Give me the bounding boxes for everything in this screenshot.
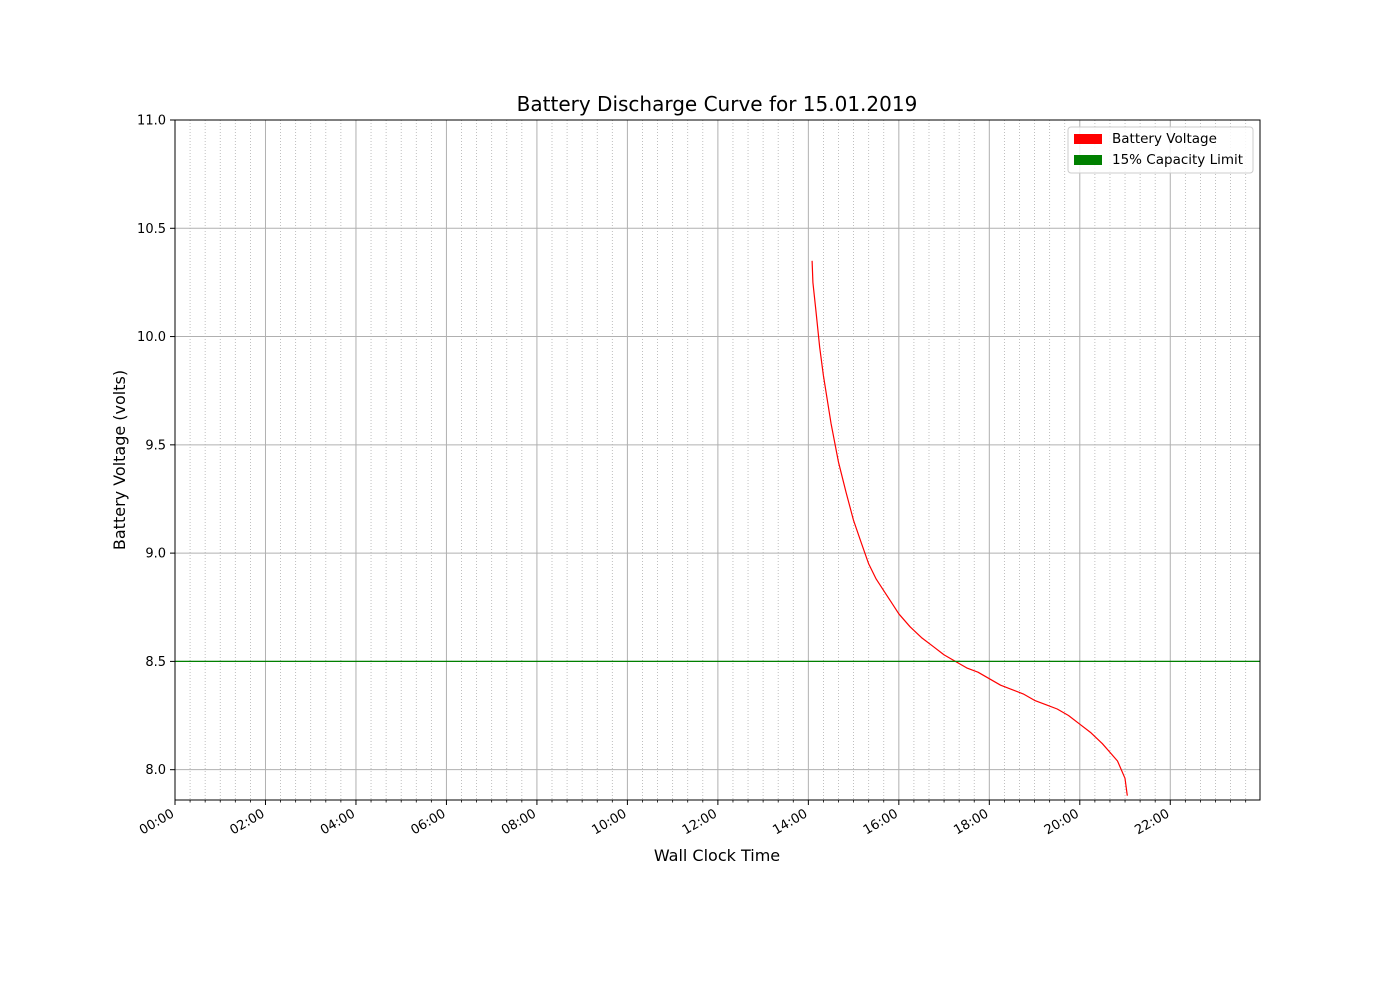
y-tick-label: 9.5 [145, 438, 166, 453]
y-tick-label: 10.5 [137, 222, 166, 237]
legend-swatch-capacity-limit [1074, 155, 1102, 165]
series-layer [175, 260, 1260, 796]
y-tick-label: 9.0 [145, 547, 166, 562]
x-axis-label: Wall Clock Time [654, 846, 780, 865]
legend-label-capacity-limit: 15% Capacity Limit [1112, 152, 1243, 168]
minor-grid [189, 120, 1247, 800]
legend-label-battery-voltage: Battery Voltage [1112, 131, 1217, 147]
y-tick-label: 11.0 [137, 114, 166, 129]
y-tick-label: 10.0 [137, 330, 166, 345]
legend: Battery Voltage 15% Capacity Limit [1067, 126, 1254, 174]
chart-title: Battery Discharge Curve for 15.01.2019 [517, 92, 918, 116]
y-axis-label: Battery Voltage (volts) [110, 370, 129, 550]
y-tick-label: 8.0 [145, 763, 166, 778]
legend-box [1067, 126, 1254, 174]
legend-swatch-battery-voltage [1074, 134, 1102, 144]
y-tick-label: 8.5 [145, 655, 166, 670]
